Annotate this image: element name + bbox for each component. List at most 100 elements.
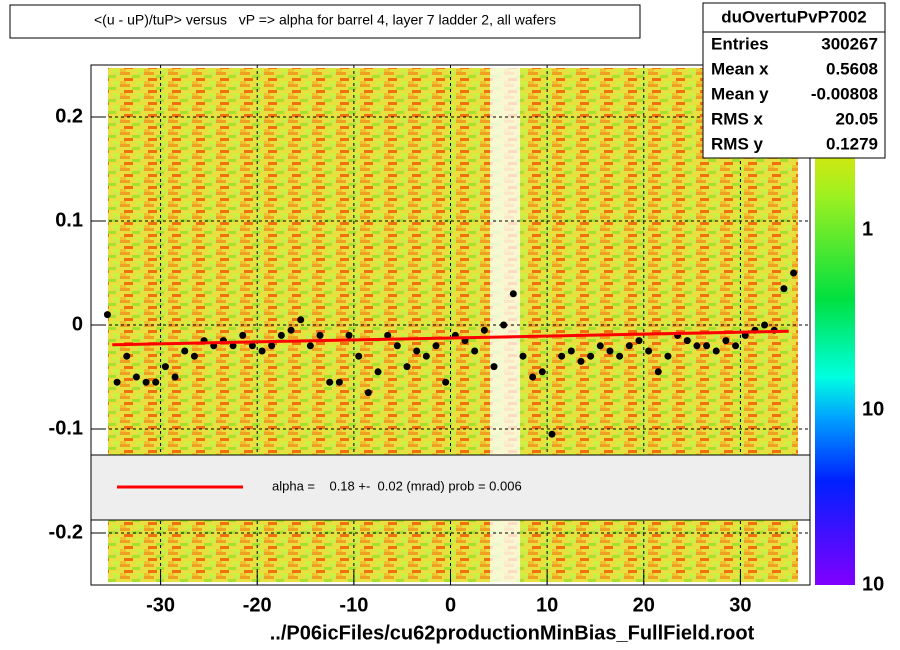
colorbar-label: 1: [862, 218, 873, 240]
stats-value: -0.00808: [811, 84, 878, 103]
profile-point: [345, 331, 353, 339]
fit-line: [112, 329, 789, 347]
profile-point: [538, 368, 546, 376]
stats-box: [702, 2, 886, 159]
profile-point: [587, 352, 595, 360]
x-axis-label: ../P06icFiles/cu62productionMinBias_Full…: [270, 622, 755, 644]
profile-point: [606, 347, 614, 355]
x-tick-label: 10: [536, 594, 558, 616]
profile-point: [529, 373, 537, 381]
stats-value: 0.5608: [826, 59, 878, 78]
x-tick-label: -20: [243, 594, 272, 616]
profile-point: [432, 342, 440, 350]
profile-point: [442, 378, 450, 386]
stats-label: RMS y: [711, 134, 764, 153]
profile-point: [577, 357, 585, 365]
x-tick-label: -30: [146, 594, 175, 616]
stats-label: Mean y: [711, 84, 769, 103]
profile-point: [132, 373, 140, 381]
profile-point: [277, 331, 285, 339]
profile-point: [712, 347, 720, 355]
profile-point: [761, 321, 769, 329]
stats-value: 0.1279: [826, 134, 878, 153]
profile-point: [509, 290, 517, 298]
profile-point: [161, 363, 169, 371]
profile-point: [123, 352, 131, 360]
profile-point: [596, 342, 604, 350]
profile-point: [393, 342, 401, 350]
title-box: [9, 4, 641, 39]
y-tick-label: 0.1: [55, 209, 83, 231]
profile-point: [683, 337, 691, 345]
profile-point: [732, 342, 740, 350]
profile-point: [355, 352, 363, 360]
profile-point: [297, 316, 305, 324]
stats-label: Entries: [711, 34, 769, 53]
profile-point: [258, 347, 266, 355]
profile-point: [519, 352, 527, 360]
legend-text: alpha = 0.18 +- 0.02 (mrad) prob = 0.006: [272, 478, 522, 493]
stats-value: 300267: [821, 34, 878, 53]
profile-point: [780, 285, 788, 293]
profile-point: [306, 342, 314, 350]
profile-point: [335, 378, 343, 386]
x-tick-label: 0: [445, 594, 456, 616]
profile-point: [181, 347, 189, 355]
profile-point: [548, 430, 556, 438]
profile-point: [480, 326, 488, 334]
profile-point: [500, 321, 508, 329]
profile-point: [316, 331, 324, 339]
profile-point: [113, 378, 121, 386]
y-tick-label: -0.1: [49, 417, 83, 439]
profile-point: [403, 363, 411, 371]
profile-point: [490, 363, 498, 371]
profile-point: [268, 342, 276, 350]
profile-point: [326, 378, 334, 386]
profile-point: [239, 331, 247, 339]
profile-point: [693, 342, 701, 350]
profile-point: [364, 389, 372, 397]
x-tick-label: 30: [729, 594, 751, 616]
x-tick-label: -10: [339, 594, 368, 616]
profile-point: [142, 378, 150, 386]
stats-value: 20.05: [835, 109, 878, 128]
profile-point: [635, 337, 643, 345]
profile-point: [567, 347, 575, 355]
profile-point: [664, 352, 672, 360]
profile-point: [654, 368, 662, 376]
profile-point: [413, 347, 421, 355]
marks: [103, 269, 798, 438]
profile-point: [287, 326, 295, 334]
profile-point: [645, 347, 653, 355]
colorbar-label: 10: [862, 573, 884, 595]
y-tick-label: -0.2: [49, 521, 83, 543]
profile-point: [171, 373, 179, 381]
stats-label: Mean x: [711, 59, 769, 78]
profile-point: [374, 368, 382, 376]
profile-point: [384, 331, 392, 339]
chart-title: <(u - uP)/tuP> versus vP => alpha for ba…: [94, 12, 556, 28]
profile-point: [190, 352, 198, 360]
profile-point: [103, 311, 111, 319]
profile-point: [741, 331, 749, 339]
profile-point: [790, 269, 798, 277]
stats-name: duOvertuPvP7002: [721, 7, 867, 26]
y-tick-label: 0: [72, 313, 83, 335]
profile-point: [625, 342, 633, 350]
stats-rows: Entries 300267 Mean x 0.5608 Mean y -0.00808 R…: [711, 34, 878, 153]
profile-point: [558, 352, 566, 360]
x-tick-label: 20: [633, 594, 655, 616]
profile-point: [722, 337, 730, 345]
profile-point: [703, 342, 711, 350]
profile-point: [422, 352, 430, 360]
profile-point: [616, 352, 624, 360]
profile-point: [248, 342, 256, 350]
profile-point: [229, 342, 237, 350]
y-tick-label: 0.2: [55, 105, 83, 127]
stats-label: RMS x: [711, 109, 764, 128]
colorbar-label: 10: [862, 398, 884, 420]
profile-point: [152, 378, 160, 386]
profile-point: [471, 347, 479, 355]
